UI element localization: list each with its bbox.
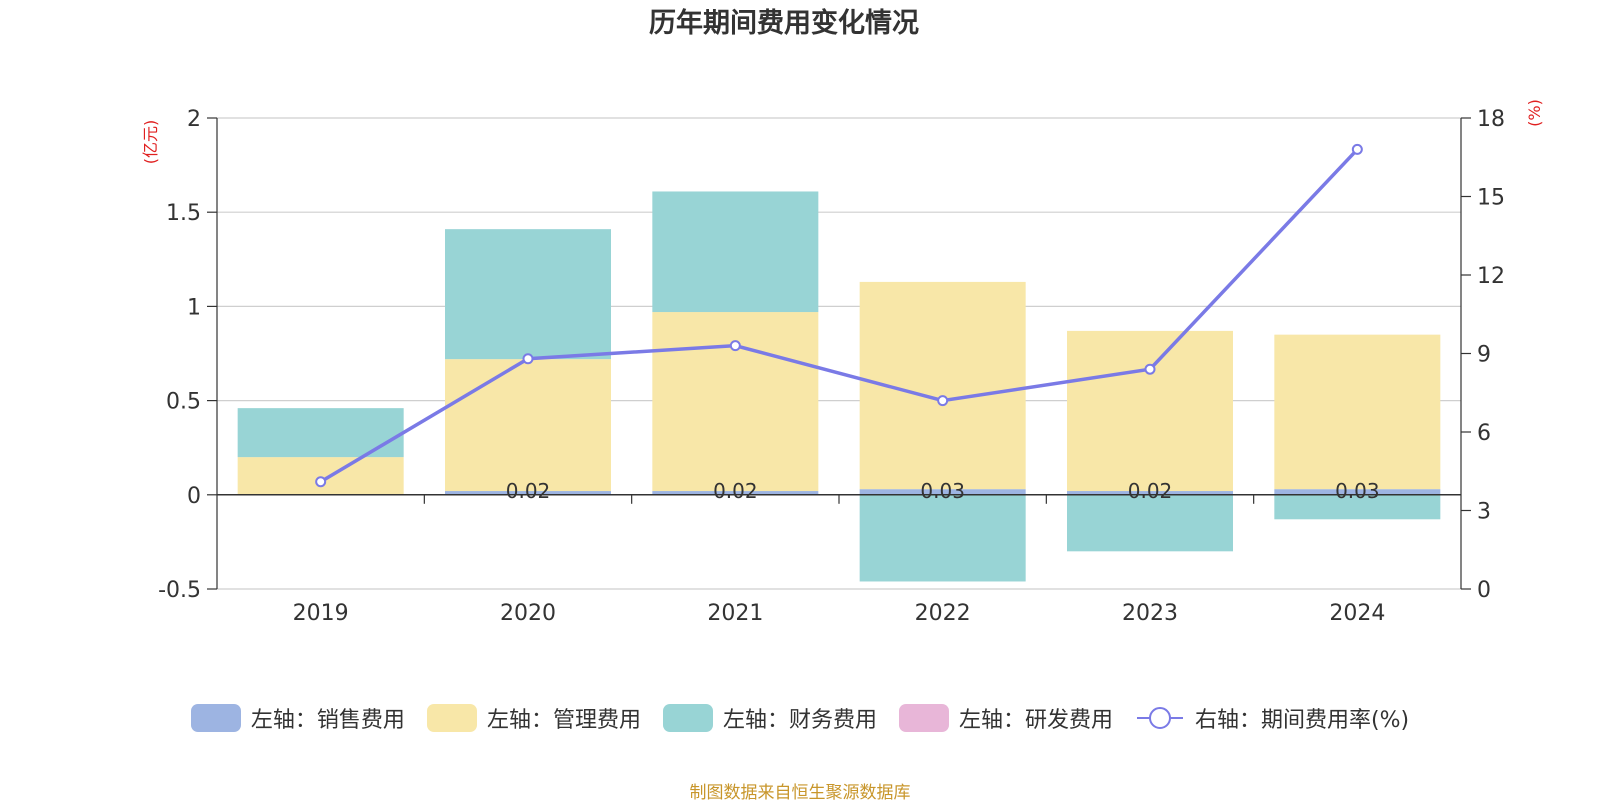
bar-value-label: 0.03	[1335, 479, 1380, 503]
legend: 左轴：销售费用 左轴：管理费用 左轴：财务费用 左轴：研发费用 右轴：期间费用率…	[0, 702, 1600, 734]
right-tick-label: 18	[1477, 107, 1505, 132]
bar-0-2023	[1067, 491, 1233, 495]
right-tick-label: 3	[1477, 500, 1491, 525]
right-tick-label: 0	[1477, 578, 1491, 603]
bar-0-2022	[859, 489, 1026, 495]
bar-1-2019	[237, 457, 404, 495]
rate-point-2021	[729, 340, 741, 352]
left-tick-label: 2	[187, 107, 201, 132]
bar-0-2020	[445, 491, 611, 495]
rate-point-2022	[937, 395, 949, 407]
rate-line	[319, 148, 1359, 484]
left-axis-unit: (亿元)	[141, 120, 160, 165]
bar-0-2024	[1274, 489, 1441, 495]
legend-label-rd: 左轴：研发费用	[958, 708, 1113, 733]
legend-label-sales: 左轴：销售费用	[250, 708, 405, 733]
legend-label-admin: 左轴：管理费用	[486, 708, 641, 733]
legend-swatch-rd	[898, 704, 949, 732]
right-tick-label: 15	[1477, 186, 1505, 211]
bar-value-label: 0.02	[713, 479, 758, 503]
x-category-label: 2023	[1122, 601, 1178, 626]
bar-1-2023	[1067, 330, 1233, 492]
legend-swatch-admin	[426, 704, 477, 732]
left-tick-label: 0.5	[166, 390, 201, 415]
legend-item-admin[interactable]: 左轴：管理费用	[426, 702, 641, 734]
x-category-label: 2019	[293, 601, 349, 626]
rate-point-2024	[1351, 143, 1363, 155]
bar-2-2022	[859, 494, 1026, 582]
legend-label-rate: 右轴：期间费用率(%)	[1194, 708, 1410, 733]
bar-0-2021	[652, 491, 819, 495]
bar-value-label: 0.02	[1128, 479, 1173, 503]
bar-2-2020	[445, 229, 611, 360]
data-source-note: 制图数据来自恒生聚源数据库	[689, 783, 911, 803]
legend-item-finance[interactable]: 左轴：财务费用	[662, 702, 877, 734]
legend-item-rate[interactable]: 右轴：期间费用率(%)	[1135, 702, 1409, 734]
bar-2-2021	[652, 191, 819, 313]
x-category-label: 2022	[915, 601, 971, 626]
legend-item-rd[interactable]: 左轴：研发费用	[898, 702, 1113, 734]
legend-swatch-rate	[1136, 707, 1183, 729]
right-tick-label: 9	[1477, 343, 1491, 368]
bar-1-2024	[1274, 334, 1441, 490]
bar-value-label: 0.02	[506, 479, 551, 503]
chart-title: 历年期间费用变化情况	[649, 7, 919, 39]
left-tick-label: -0.5	[158, 578, 201, 603]
left-tick-label: 1.5	[166, 201, 201, 226]
rate-point-2019	[315, 476, 327, 488]
right-tick-label: 12	[1477, 264, 1505, 289]
left-tick-label: 1	[187, 295, 201, 320]
bar-1-2021	[652, 312, 819, 492]
x-category-label: 2024	[1329, 601, 1385, 626]
left-tick-label: 0	[187, 484, 201, 509]
legend-label-finance: 左轴：财务费用	[722, 708, 877, 733]
bar-2-2019	[237, 408, 404, 458]
bar-1-2020	[445, 359, 611, 492]
legend-swatch-finance	[662, 704, 713, 732]
bar-2-2024	[1274, 494, 1441, 520]
right-tick-label: 6	[1477, 421, 1491, 446]
rate-point-2023	[1144, 363, 1156, 375]
x-category-label: 2020	[500, 601, 556, 626]
rate-point-2020	[522, 353, 534, 365]
right-axis-unit: (%)	[1525, 99, 1544, 127]
legend-swatch-sales	[190, 704, 241, 732]
legend-item-sales[interactable]: 左轴：销售费用	[190, 702, 405, 734]
bar-value-label: 0.03	[920, 479, 965, 503]
bar-2-2023	[1067, 494, 1233, 552]
x-category-label: 2021	[707, 601, 763, 626]
